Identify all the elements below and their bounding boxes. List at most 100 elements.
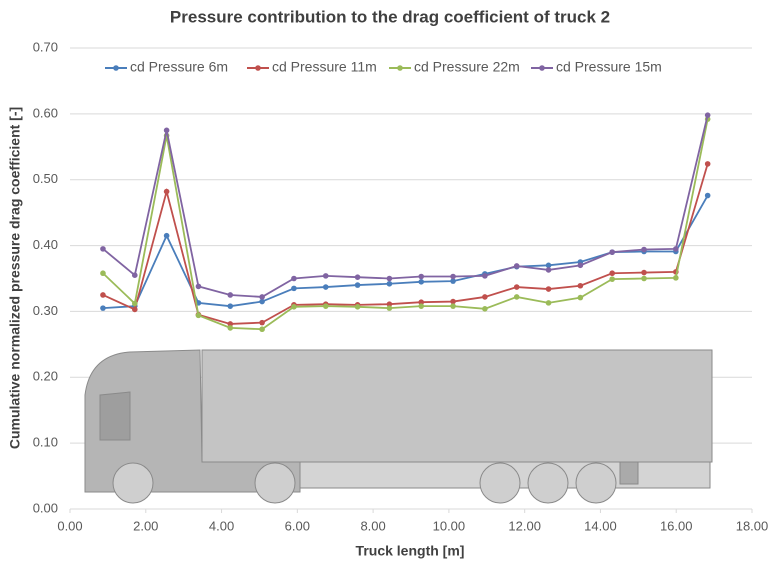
data-point [163, 232, 170, 239]
x-tick-label: 6.00 [285, 518, 310, 533]
data-point [513, 263, 520, 269]
x-tick-label: 4.00 [209, 518, 234, 533]
data-point [545, 286, 552, 292]
data-point [386, 301, 393, 307]
data-point [577, 262, 584, 269]
y-axis-title: Cumulative normalized pressure drag coef… [7, 107, 23, 449]
x-tick-label: 16.00 [660, 518, 693, 533]
data-point [100, 270, 106, 277]
data-point [354, 282, 361, 288]
data-point [482, 294, 488, 300]
data-point [322, 303, 329, 309]
series-line [102, 118, 709, 331]
plot-area [100, 112, 711, 333]
data-point [450, 298, 456, 305]
data-point [641, 269, 647, 276]
data-point [259, 319, 265, 326]
data-point [100, 246, 106, 252]
data-point [195, 283, 202, 290]
wheel [479, 462, 521, 504]
legend-marker [113, 65, 119, 71]
data-point [386, 275, 393, 282]
truck-illustration [84, 349, 713, 504]
data-point [131, 272, 138, 279]
x-axis-title: Truck length [m] [356, 543, 465, 559]
wheel [575, 462, 617, 504]
data-point [259, 326, 265, 333]
data-point [577, 294, 584, 301]
legend-label: cd Pressure 6m [130, 59, 228, 75]
data-point [418, 273, 425, 280]
data-point [704, 161, 711, 167]
data-point [291, 304, 297, 310]
data-point [577, 282, 584, 289]
wheel [527, 462, 569, 504]
data-point [291, 285, 297, 292]
trailer-box [619, 461, 639, 485]
data-point [673, 246, 679, 252]
legend-marker [255, 65, 261, 71]
x-tick-label: 0.00 [57, 518, 82, 533]
data-point [259, 298, 265, 305]
data-point [354, 304, 361, 310]
y-tick-label: 0.60 [33, 105, 58, 120]
data-point [386, 280, 393, 287]
legend: cd Pressure 6m cd Pressure 11m cd Pressure… [105, 59, 662, 75]
series-line [102, 114, 709, 298]
x-tick-label: 2.00 [133, 518, 158, 533]
y-tick-label: 0.00 [33, 500, 58, 515]
data-point [418, 303, 425, 309]
data-point [163, 127, 170, 134]
data-point [513, 294, 520, 300]
data-point [418, 278, 425, 285]
data-point [227, 303, 234, 309]
legend-label: cd Pressure 11m [272, 59, 377, 75]
cab-window [99, 391, 131, 441]
data-point [609, 270, 615, 277]
data-point [482, 273, 488, 279]
data-point [227, 292, 234, 298]
data-point [386, 305, 393, 311]
data-point [100, 305, 106, 311]
data-point [482, 305, 488, 312]
data-point [609, 249, 615, 255]
data-point [322, 284, 329, 290]
x-tick-label: 14.00 [584, 518, 617, 533]
data-point [450, 303, 456, 309]
data-point [641, 246, 647, 253]
legend-label: cd Pressure 15m [556, 59, 662, 75]
data-point [450, 273, 456, 280]
data-point [131, 306, 138, 313]
data-point [227, 321, 234, 327]
x-tick-label: 12.00 [508, 518, 541, 533]
data-point [545, 300, 552, 306]
data-point [641, 275, 647, 282]
data-point [259, 294, 265, 300]
trailer-body [201, 349, 713, 463]
data-point [545, 267, 552, 273]
data-point [609, 276, 615, 282]
legend-label: cd Pressure 22m [414, 59, 520, 75]
chart-title: Pressure contribution to the drag coeffi… [170, 7, 610, 26]
wheel [112, 462, 154, 504]
y-tick-label: 0.30 [33, 303, 58, 318]
legend-marker [397, 65, 403, 71]
y-tick-label: 0.10 [33, 435, 58, 450]
truck-cab [84, 349, 301, 493]
wheel [254, 462, 296, 504]
x-tick-label: 8.00 [360, 518, 385, 533]
y-tick-label: 0.50 [33, 171, 58, 186]
data-point [163, 188, 170, 195]
data-point [545, 262, 552, 269]
data-point [291, 275, 297, 282]
data-point [131, 300, 138, 307]
data-point [704, 112, 711, 118]
legend-marker [539, 65, 545, 71]
data-point [418, 299, 425, 306]
y-tick-label: 0.70 [33, 39, 58, 54]
data-point [195, 312, 202, 319]
x-tick-label: 10.00 [433, 518, 466, 533]
data-point [227, 325, 234, 331]
data-point [354, 274, 361, 280]
